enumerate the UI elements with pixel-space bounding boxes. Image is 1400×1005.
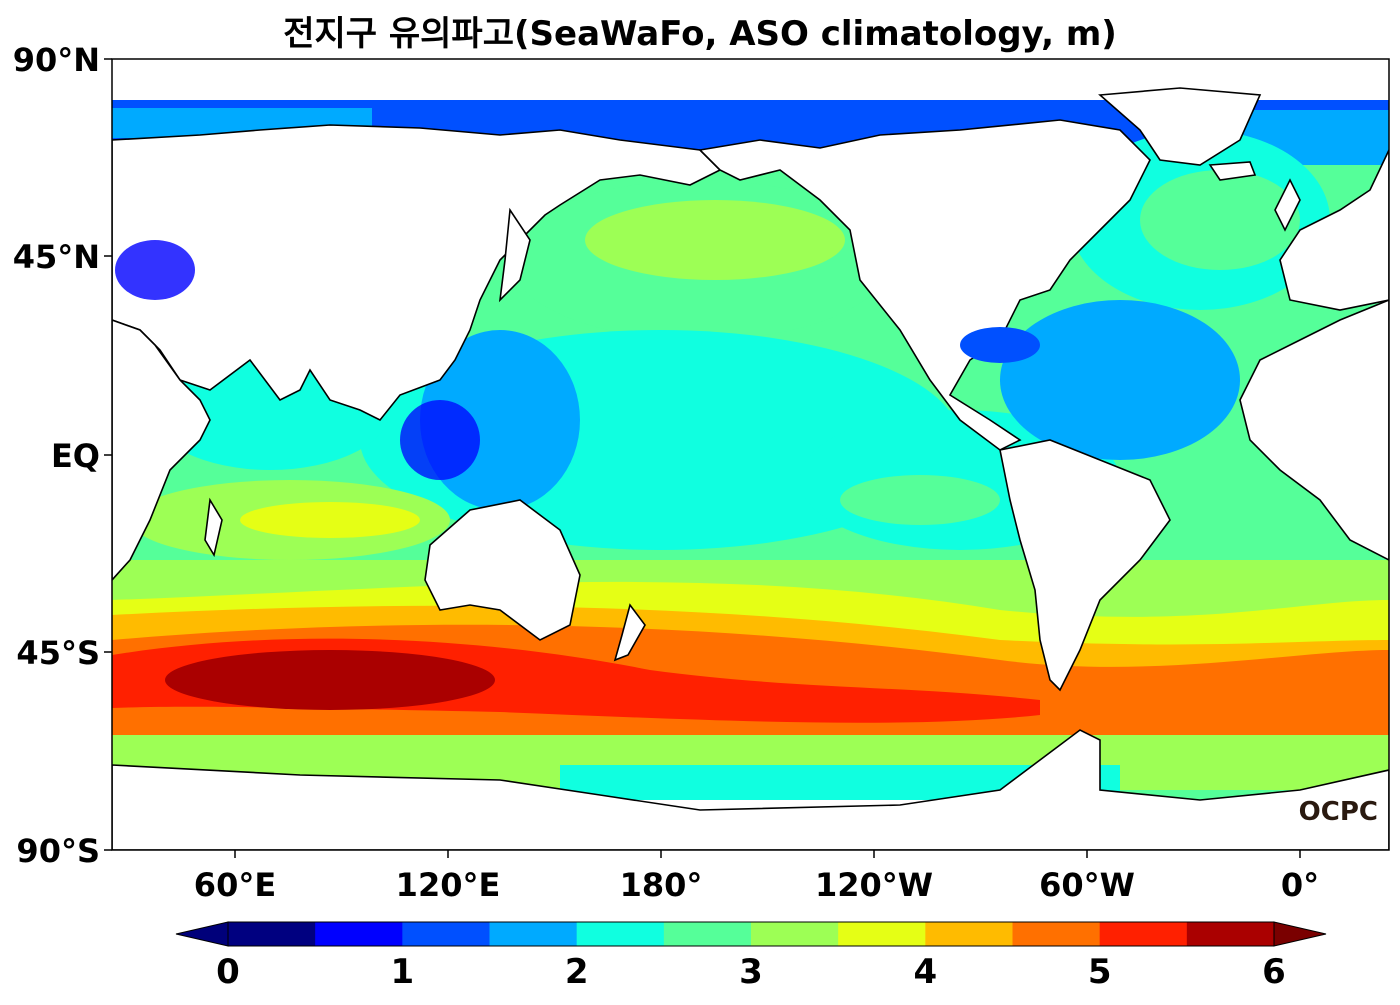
colorbar-tick-label: 3 bbox=[739, 952, 763, 992]
new-zealand-land bbox=[613, 603, 646, 662]
lat-label-45n: 45°N bbox=[12, 238, 100, 276]
colorbar-tick-label: 1 bbox=[390, 952, 415, 992]
europe-land bbox=[1279, 149, 1389, 311]
colorbar-outline bbox=[227, 921, 1275, 947]
land-masses bbox=[112, 87, 1389, 850]
colorbar-segment bbox=[489, 922, 578, 946]
north-america-land bbox=[698, 119, 1151, 451]
colorbar-segment bbox=[576, 922, 665, 946]
lon-label-120w: 120°W bbox=[814, 866, 934, 904]
lon-label-60w: 60°W bbox=[1039, 866, 1135, 904]
colorbar-segment bbox=[751, 922, 839, 946]
colorbar-segment bbox=[838, 922, 926, 946]
southern-band-6 bbox=[112, 735, 1389, 765]
colorbar-segment bbox=[402, 922, 490, 946]
axis-ticks bbox=[104, 58, 1301, 858]
north-pacific-max bbox=[585, 200, 845, 280]
lat-label-45s: 45°S bbox=[16, 634, 100, 672]
colorbar-over-arrow bbox=[1273, 921, 1327, 947]
ocean-field bbox=[112, 87, 1389, 850]
colorbar-tick-label: 6 bbox=[1262, 952, 1286, 992]
africa-land bbox=[112, 319, 211, 582]
colorbar bbox=[175, 921, 1327, 947]
central-atlantic-band bbox=[1000, 300, 1240, 460]
south-america-land bbox=[999, 439, 1171, 692]
east-pacific-swell bbox=[840, 475, 1000, 525]
colorbar-segment bbox=[228, 922, 316, 946]
eurasia-land bbox=[112, 124, 722, 422]
lon-label-60e: 60°E bbox=[193, 866, 277, 904]
colorbar-segment bbox=[1012, 922, 1101, 946]
indonesia-seas bbox=[400, 400, 480, 480]
australia-land bbox=[424, 499, 581, 641]
lon-label-0: 0° bbox=[1280, 866, 1320, 904]
lat-label-90s: 90°S bbox=[16, 832, 100, 870]
lon-label-120e: 120°E bbox=[395, 866, 501, 904]
colorbar-segment bbox=[315, 922, 403, 946]
colorbar-segment bbox=[925, 922, 1013, 946]
antarctica-land bbox=[112, 729, 1389, 850]
ocpc-logo: OCPC bbox=[1298, 797, 1378, 827]
colorbar-segment bbox=[663, 922, 752, 946]
south-indian-max bbox=[240, 502, 420, 538]
map-title: 전지구 유의파고(SeaWaFo, ASO climatology, m) bbox=[283, 14, 1117, 54]
colorbar-under-arrow bbox=[175, 921, 229, 947]
japan-land bbox=[498, 207, 531, 303]
greenland-land bbox=[1098, 87, 1262, 166]
colorbar-segment bbox=[1186, 922, 1275, 946]
colorbar-tick-label: 0 bbox=[216, 952, 240, 992]
madagascar-land bbox=[204, 497, 223, 558]
lon-label-180: 180° bbox=[619, 866, 703, 904]
colorbar-tick-label: 2 bbox=[564, 952, 589, 992]
caspian-region bbox=[115, 240, 195, 300]
west-africa-land bbox=[1239, 299, 1389, 561]
iceland-land bbox=[1208, 161, 1257, 181]
colorbar-tick-label: 5 bbox=[1087, 952, 1112, 992]
gulf-of-mexico bbox=[960, 327, 1040, 363]
colorbar-segment bbox=[1099, 922, 1188, 946]
lat-label-eq: EQ bbox=[50, 437, 100, 475]
north-atlantic-max bbox=[1140, 170, 1300, 270]
uk-land bbox=[1274, 178, 1301, 232]
colorbar-tick-label: 4 bbox=[913, 952, 938, 992]
southern-max bbox=[165, 650, 495, 710]
lat-label-90n: 90°N bbox=[12, 41, 100, 79]
